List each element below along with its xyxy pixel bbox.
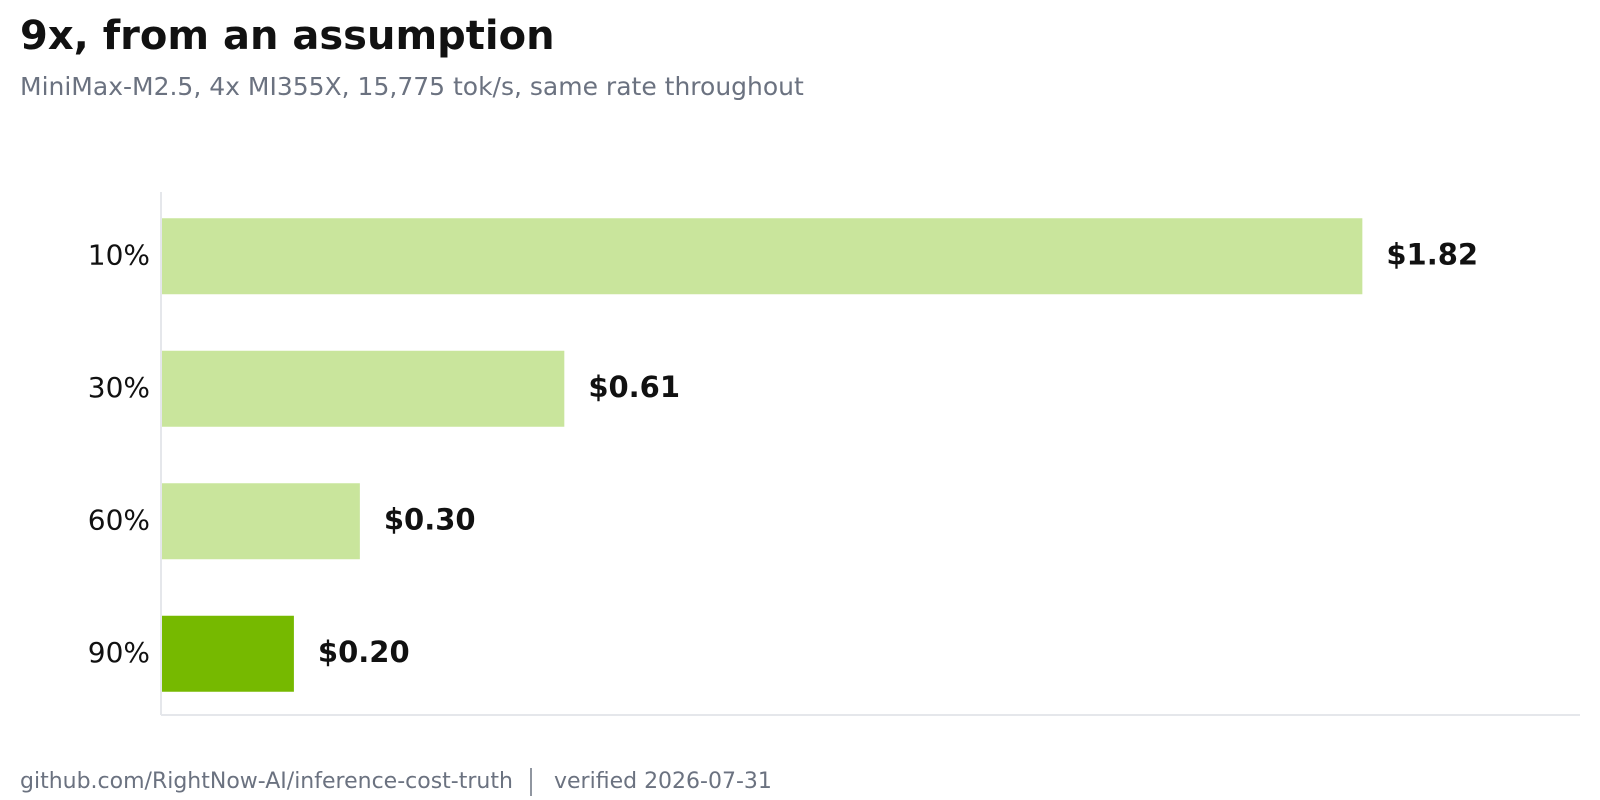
- footer-verified: verified 2026-07-31: [554, 769, 772, 794]
- bar: [162, 615, 294, 692]
- chart-subtitle: MiniMax-M2.5, 4x MI355X, 15,775 tok/s, s…: [20, 72, 804, 101]
- footer-source: github.com/RightNow-AI/inference-cost-tr…: [20, 769, 513, 794]
- chart-title: 9x, from an assumption: [20, 13, 555, 59]
- value-label: $0.61: [588, 370, 680, 404]
- value-label: $0.20: [318, 635, 410, 669]
- bar: [162, 483, 360, 560]
- bar: [162, 350, 565, 427]
- y-tick-label: 60%: [88, 503, 150, 536]
- bar: [162, 218, 1363, 295]
- y-tick-label: 10%: [88, 238, 150, 271]
- value-label: $0.30: [384, 502, 476, 536]
- value-label: $1.82: [1386, 237, 1478, 271]
- y-tick-label: 30%: [88, 371, 150, 404]
- y-tick-label: 90%: [88, 636, 150, 669]
